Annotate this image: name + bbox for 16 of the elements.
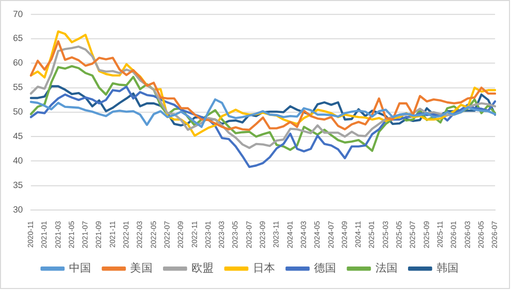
y-tick-label: 65 — [12, 33, 23, 44]
legend-label: 欧盟 — [192, 261, 214, 274]
legend-label: 中国 — [68, 261, 92, 274]
y-tick-label: 50 — [12, 106, 23, 117]
legend-label: 德国 — [314, 261, 336, 274]
legend-label: 日本 — [252, 261, 275, 274]
y-tick-label: 35 — [12, 180, 23, 190]
y-tick-label: 30 — [12, 204, 23, 214]
legend-label: 法国 — [375, 261, 398, 274]
legend-label: 韩国 — [436, 261, 459, 274]
y-tick-label: 55 — [12, 82, 23, 92]
y-tick-label: 70 — [12, 8, 23, 19]
y-tick-label: 45 — [12, 131, 23, 142]
y-tick-label: 60 — [12, 58, 23, 68]
legend-label: 美国 — [130, 261, 152, 274]
y-tick-label: 40 — [12, 156, 23, 166]
